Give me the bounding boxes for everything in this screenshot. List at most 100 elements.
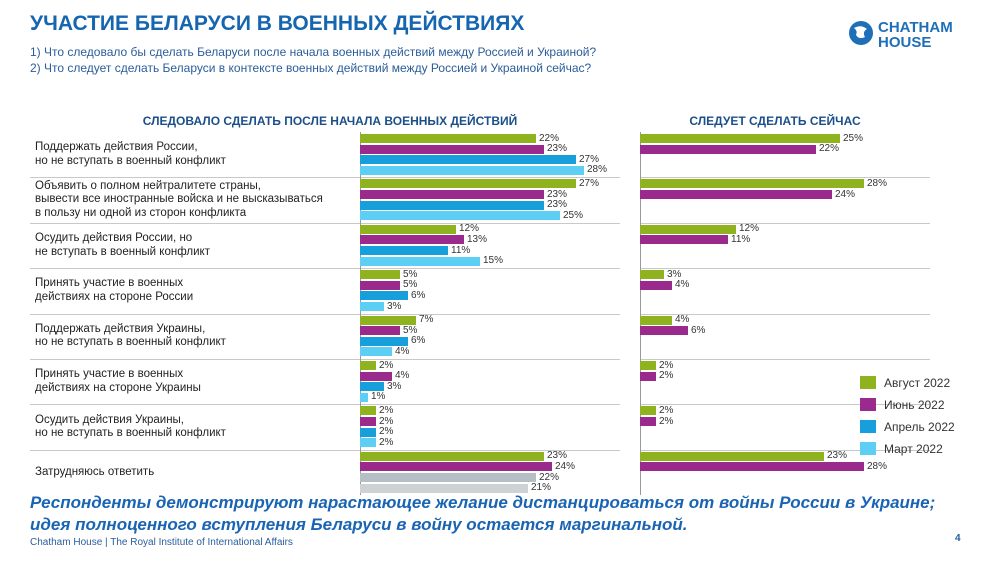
value-label: 13% bbox=[467, 233, 488, 245]
category-label: Осудить действия Украины, но не вступать… bbox=[35, 413, 226, 440]
value-label: 3% bbox=[387, 380, 402, 392]
value-label: 2% bbox=[659, 404, 674, 416]
row-separator bbox=[30, 404, 620, 406]
value-label: 6% bbox=[691, 324, 706, 336]
conclusion: Респонденты демонстрируют нарастающее же… bbox=[30, 493, 936, 534]
value-label: 23% bbox=[547, 188, 568, 200]
bar bbox=[360, 211, 560, 221]
row-separator bbox=[30, 449, 620, 451]
title: УЧАСТИЕ БЕЛАРУСИ В ВОЕННЫХ ДЕЙСТВИЯХ bbox=[30, 12, 525, 35]
bar bbox=[640, 134, 840, 143]
footer: Chatham House | The Royal Institute of I… bbox=[30, 537, 293, 548]
bar bbox=[360, 224, 456, 234]
value-label: 4% bbox=[675, 279, 690, 291]
bar bbox=[360, 326, 400, 336]
value-label: 7% bbox=[419, 314, 434, 326]
value-label: 22% bbox=[539, 132, 560, 144]
value-label: 5% bbox=[403, 279, 418, 291]
legend-swatch bbox=[860, 376, 876, 389]
bar bbox=[360, 144, 544, 154]
value-label: 22% bbox=[819, 143, 840, 155]
value-label: 24% bbox=[835, 188, 856, 200]
bar bbox=[640, 361, 656, 370]
bar bbox=[360, 246, 448, 255]
value-label: 11% bbox=[731, 233, 751, 245]
bar bbox=[360, 134, 536, 143]
axis-line bbox=[640, 132, 641, 496]
row-separator bbox=[30, 177, 620, 179]
value-label: 1% bbox=[371, 391, 386, 403]
value-label: 6% bbox=[411, 335, 426, 347]
value-label: 4% bbox=[675, 314, 690, 326]
logo: CHATHAM HOUSE bbox=[878, 19, 953, 51]
bar bbox=[360, 427, 376, 437]
bar bbox=[360, 392, 368, 402]
value-label: 2% bbox=[379, 436, 394, 448]
axis-line bbox=[360, 132, 361, 496]
value-label: 2% bbox=[379, 415, 394, 427]
category-label: Затрудняюсь ответить bbox=[35, 465, 155, 478]
bar bbox=[360, 200, 544, 210]
bar bbox=[640, 144, 816, 154]
value-label: 12% bbox=[459, 223, 480, 235]
bar bbox=[640, 371, 656, 381]
bar bbox=[360, 235, 464, 245]
row-separator bbox=[30, 359, 620, 360]
bar bbox=[360, 336, 408, 346]
legend-swatch bbox=[860, 442, 876, 455]
value-label: 28% bbox=[587, 164, 608, 176]
bar bbox=[640, 235, 728, 245]
bar bbox=[360, 462, 552, 472]
value-label: 28% bbox=[867, 177, 888, 189]
value-label: 3% bbox=[667, 268, 682, 280]
bar bbox=[360, 315, 416, 325]
value-label: 2% bbox=[659, 359, 674, 371]
bar bbox=[360, 155, 576, 165]
value-label: 27% bbox=[579, 153, 600, 165]
value-label: 6% bbox=[411, 289, 426, 301]
legend-swatch bbox=[860, 398, 876, 411]
legend-swatch bbox=[860, 420, 876, 433]
category-label: Поддержать действия Украины, но не вступ… bbox=[35, 322, 226, 349]
bar bbox=[360, 406, 376, 416]
bar bbox=[360, 291, 408, 301]
row-separator bbox=[30, 222, 620, 224]
page-number: 4 bbox=[955, 533, 961, 544]
value-label: 23% bbox=[547, 143, 568, 155]
bar bbox=[360, 417, 376, 426]
row-separator bbox=[30, 268, 620, 270]
bar bbox=[360, 438, 376, 448]
bar bbox=[640, 406, 656, 416]
bar bbox=[640, 315, 672, 325]
value-label: 2% bbox=[379, 426, 394, 438]
value-label: 21% bbox=[531, 482, 552, 494]
value-label: 27% bbox=[579, 177, 600, 189]
bar bbox=[360, 361, 376, 370]
category-label: Принять участие в военных действиях на с… bbox=[35, 277, 194, 303]
row-separator bbox=[640, 222, 930, 224]
value-label: 28% bbox=[867, 460, 888, 472]
panel-title: СЛЕДОВАЛО СДЕЛАТЬ ПОСЛЕ НАЧАЛА ВОЕННЫХ Д… bbox=[142, 114, 518, 128]
value-label: 25% bbox=[563, 209, 584, 221]
bar bbox=[640, 417, 656, 426]
bar bbox=[360, 382, 384, 392]
row-separator bbox=[640, 313, 930, 315]
value-label: 24% bbox=[555, 460, 576, 472]
value-label: 12% bbox=[739, 223, 760, 235]
bar bbox=[360, 371, 392, 381]
legend-label: Апрель 2022 bbox=[884, 420, 955, 434]
bar bbox=[360, 256, 480, 266]
legend-label: Август 2022 bbox=[884, 376, 951, 390]
bar bbox=[360, 483, 528, 493]
subtitle: 2) Что следует сделать Беларуси в контек… bbox=[30, 61, 592, 75]
row-separator bbox=[640, 268, 930, 270]
subtitle: 1) Что следовало бы сделать Беларуси пос… bbox=[30, 45, 597, 59]
value-label: 3% bbox=[387, 300, 402, 312]
value-label: 23% bbox=[547, 199, 568, 211]
bar bbox=[360, 302, 384, 311]
bar bbox=[360, 451, 544, 461]
bar bbox=[360, 473, 536, 482]
row-separator bbox=[640, 449, 930, 451]
value-label: 22% bbox=[539, 471, 560, 483]
